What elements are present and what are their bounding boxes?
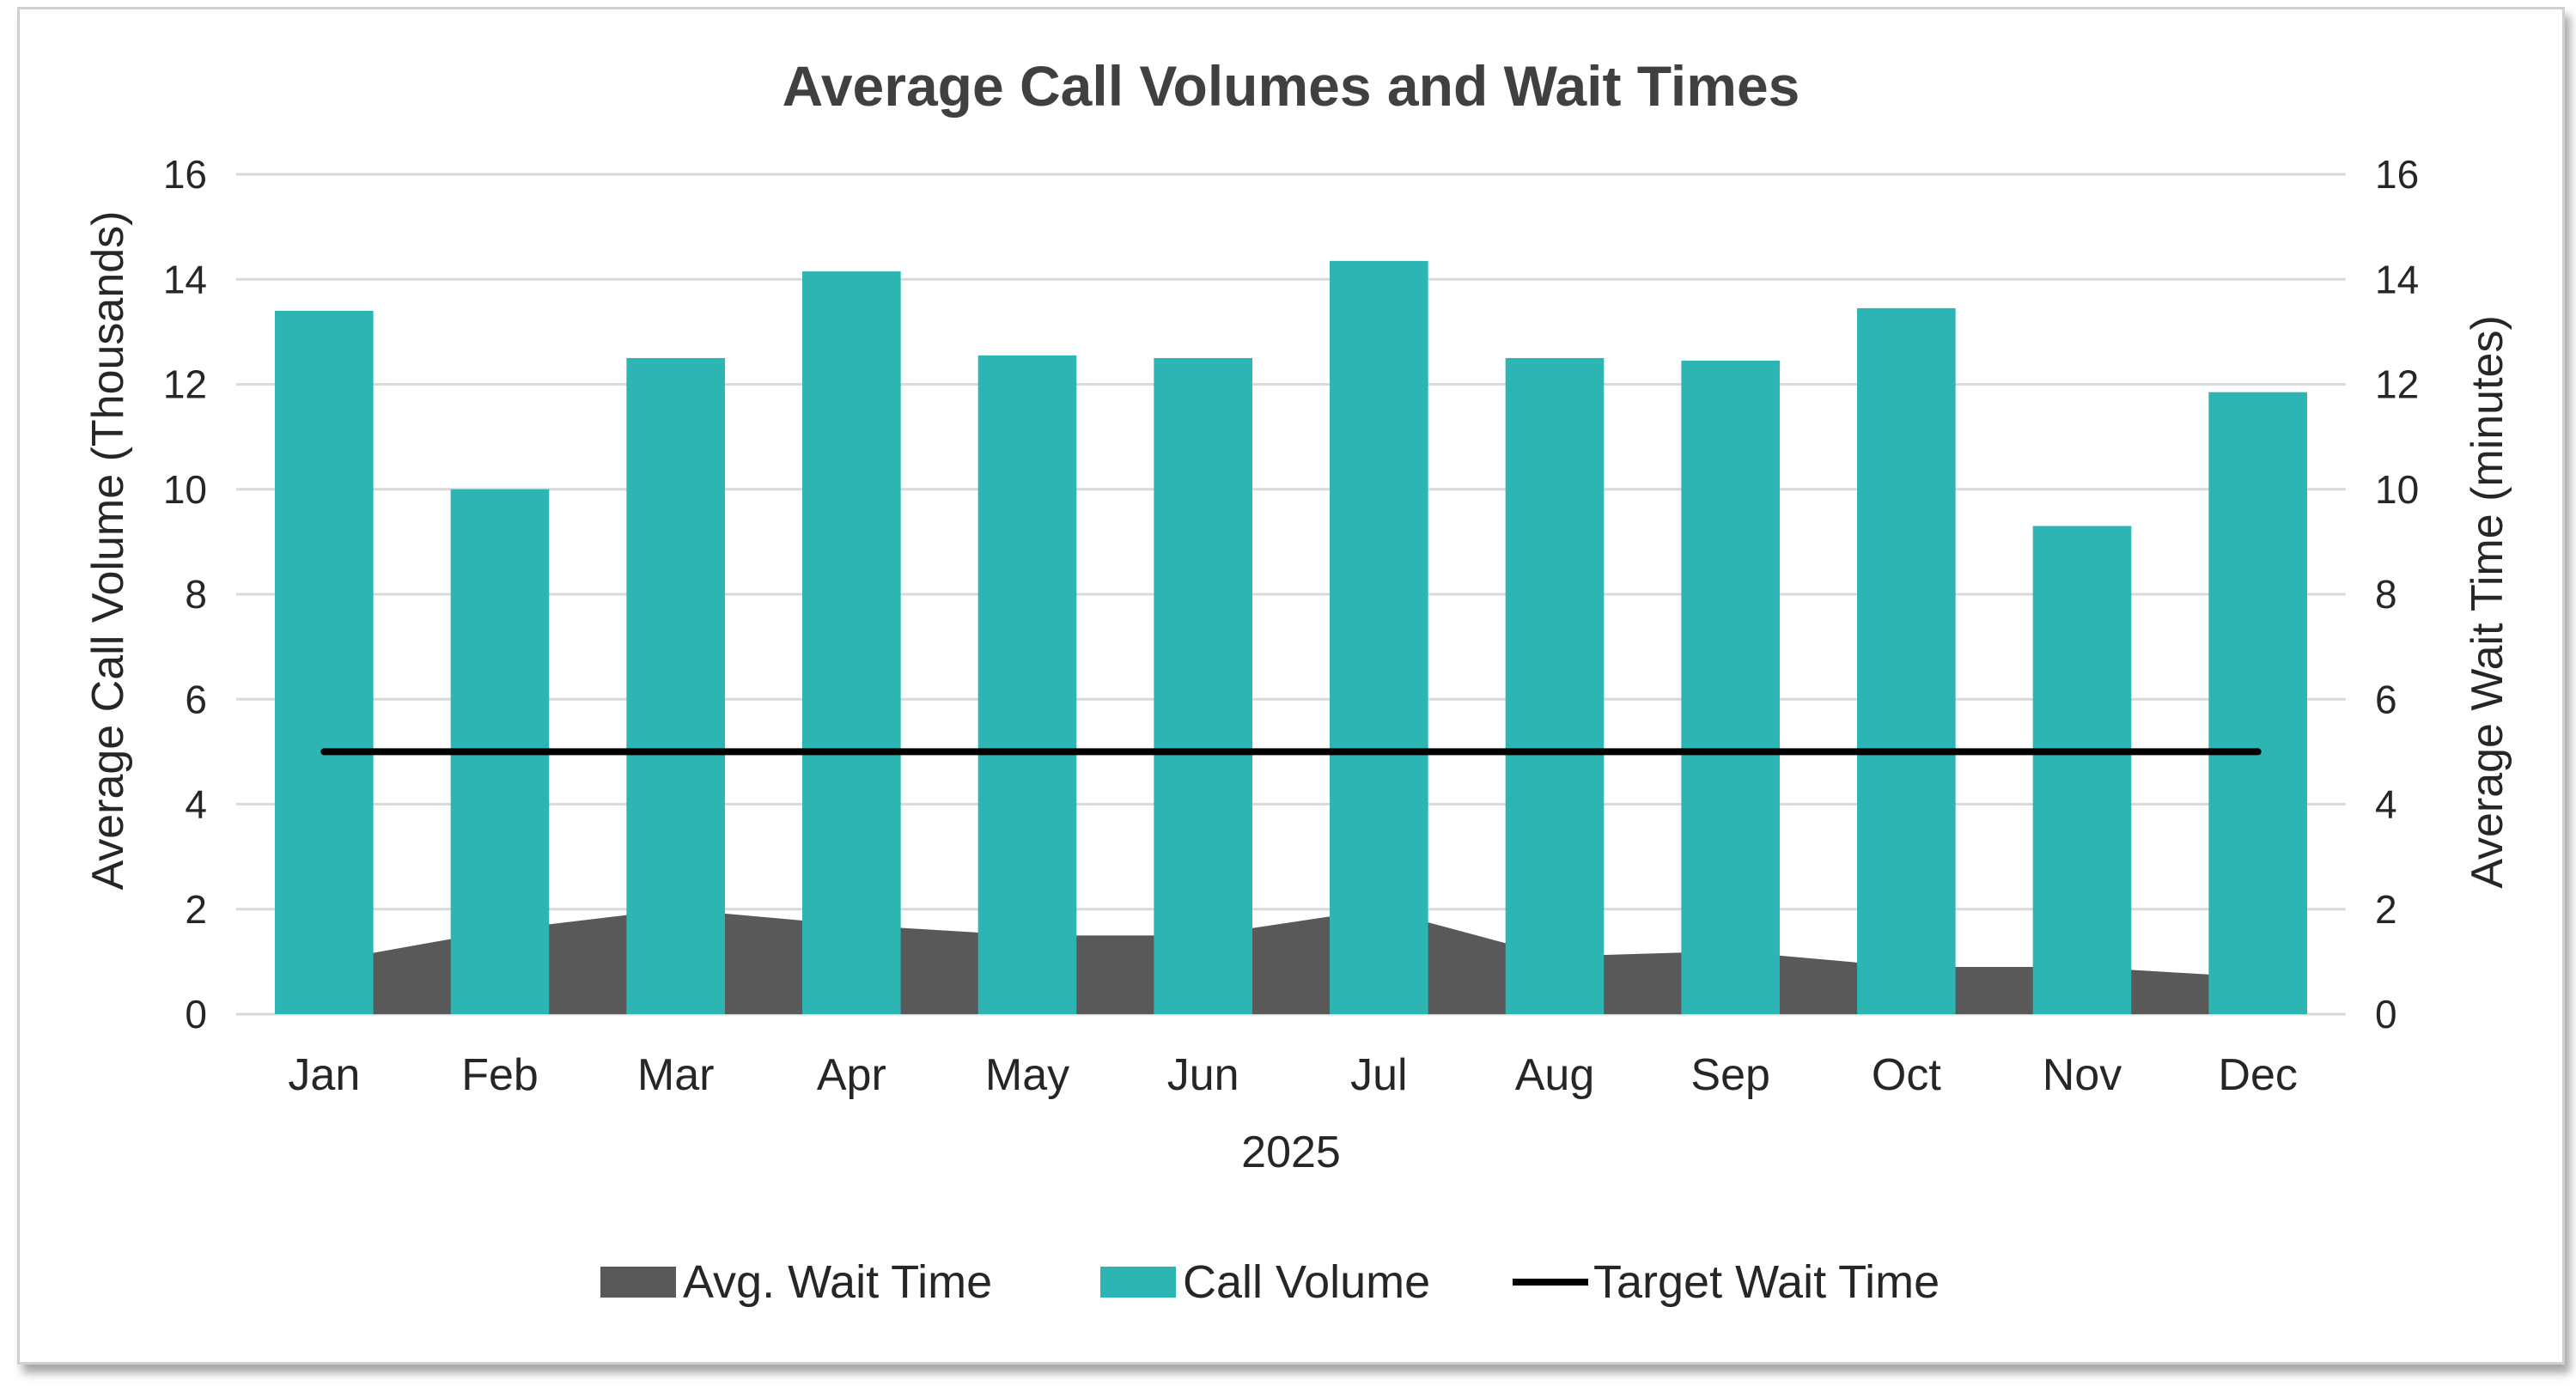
x-tick-label-mar: Mar: [637, 1050, 715, 1100]
x-tick-label-sep: Sep: [1690, 1050, 1770, 1100]
wait-time-area-layer: [324, 909, 2258, 1014]
y-left-tick-label: 0: [185, 992, 207, 1036]
y-axis-left-label: Average Call Volume (Thousands): [83, 210, 133, 890]
y-left-tick-label: 14: [163, 257, 207, 301]
bar-call-volume-sep: [1681, 360, 1780, 1014]
y-axis-left-ticks: 0 2 4 6 8 10 12 14 16: [163, 152, 207, 1036]
y-left-tick-label: 6: [185, 677, 207, 721]
x-tick-label-nov: Nov: [2043, 1050, 2122, 1100]
gridlines: [236, 173, 2346, 1016]
bars-layer: [275, 260, 2307, 1015]
y-right-tick-label: 10: [2375, 467, 2419, 512]
legend-swatch-avg-wait-time: [600, 1267, 676, 1298]
x-tick-label-apr: Apr: [817, 1050, 886, 1100]
y-left-tick-label: 8: [185, 572, 207, 617]
y-right-tick-label: 12: [2375, 362, 2419, 407]
y-right-tick-label: 2: [2375, 887, 2397, 932]
avg-wait-time-area: [324, 909, 2258, 1014]
bar-call-volume-aug: [1505, 357, 1605, 1014]
bar-call-volume-oct: [1857, 307, 1956, 1014]
legend-label-target-wait-time: Target Wait Time: [1593, 1256, 1940, 1308]
x-axis-ticks: Jan Feb Mar Apr May Jun Jul Aug Sep Oct Nov Dec: [288, 1050, 2297, 1100]
x-tick-label-oct: Oct: [1872, 1050, 1941, 1100]
bar-call-volume-jan: [275, 310, 374, 1014]
bar-call-volume-may: [977, 355, 1077, 1015]
bar-call-volume-apr: [802, 271, 901, 1014]
y-right-tick-label: 0: [2375, 992, 2397, 1036]
y-left-tick-label: 16: [163, 152, 207, 197]
x-tick-label-may: May: [985, 1050, 1069, 1100]
chart-svg: Average Call Volumes and Wait Times 0 2 4 6…: [83, 54, 2512, 1308]
y-right-tick-label: 14: [2375, 257, 2419, 301]
y-left-tick-label: 10: [163, 467, 207, 512]
legend: Avg. Wait Time Call Volume Target Wait T…: [600, 1256, 1940, 1308]
y-axis-right-ticks: 0 2 4 6 8 10 12 14 16: [2375, 152, 2419, 1036]
bar-call-volume-nov: [2032, 526, 2132, 1014]
x-tick-label-jun: Jun: [1167, 1050, 1239, 1100]
bar-call-volume-jun: [1154, 357, 1252, 1014]
y-right-tick-label: 6: [2375, 677, 2397, 721]
y-right-tick-label: 16: [2375, 152, 2419, 197]
chart-frame: Average Call Volumes and Wait Times 0 2 4 6…: [17, 7, 2565, 1365]
x-tick-label-jan: Jan: [288, 1050, 360, 1100]
bar-call-volume-jul: [1330, 260, 1428, 1014]
x-axis-label: 2025: [1241, 1128, 1341, 1177]
y-right-tick-label: 8: [2375, 572, 2397, 617]
y-axis-right-label: Average Wait Time (minutes): [2463, 315, 2512, 889]
y-left-tick-label: 4: [185, 782, 207, 827]
x-tick-label-dec: Dec: [2218, 1050, 2297, 1100]
legend-label-avg-wait-time: Avg. Wait Time: [683, 1256, 992, 1308]
x-tick-label-aug: Aug: [1515, 1050, 1595, 1100]
bar-call-volume-mar: [626, 357, 725, 1014]
y-right-tick-label: 4: [2375, 782, 2397, 827]
y-left-tick-label: 2: [185, 887, 207, 932]
bar-call-volume-dec: [2208, 392, 2307, 1014]
legend-label-call-volume: Call Volume: [1183, 1256, 1430, 1308]
chart-title: Average Call Volumes and Wait Times: [783, 54, 1800, 118]
y-left-tick-label: 12: [163, 362, 207, 407]
x-tick-label-feb: Feb: [461, 1050, 539, 1100]
legend-swatch-call-volume: [1100, 1267, 1176, 1298]
x-tick-label-jul: Jul: [1350, 1050, 1407, 1100]
